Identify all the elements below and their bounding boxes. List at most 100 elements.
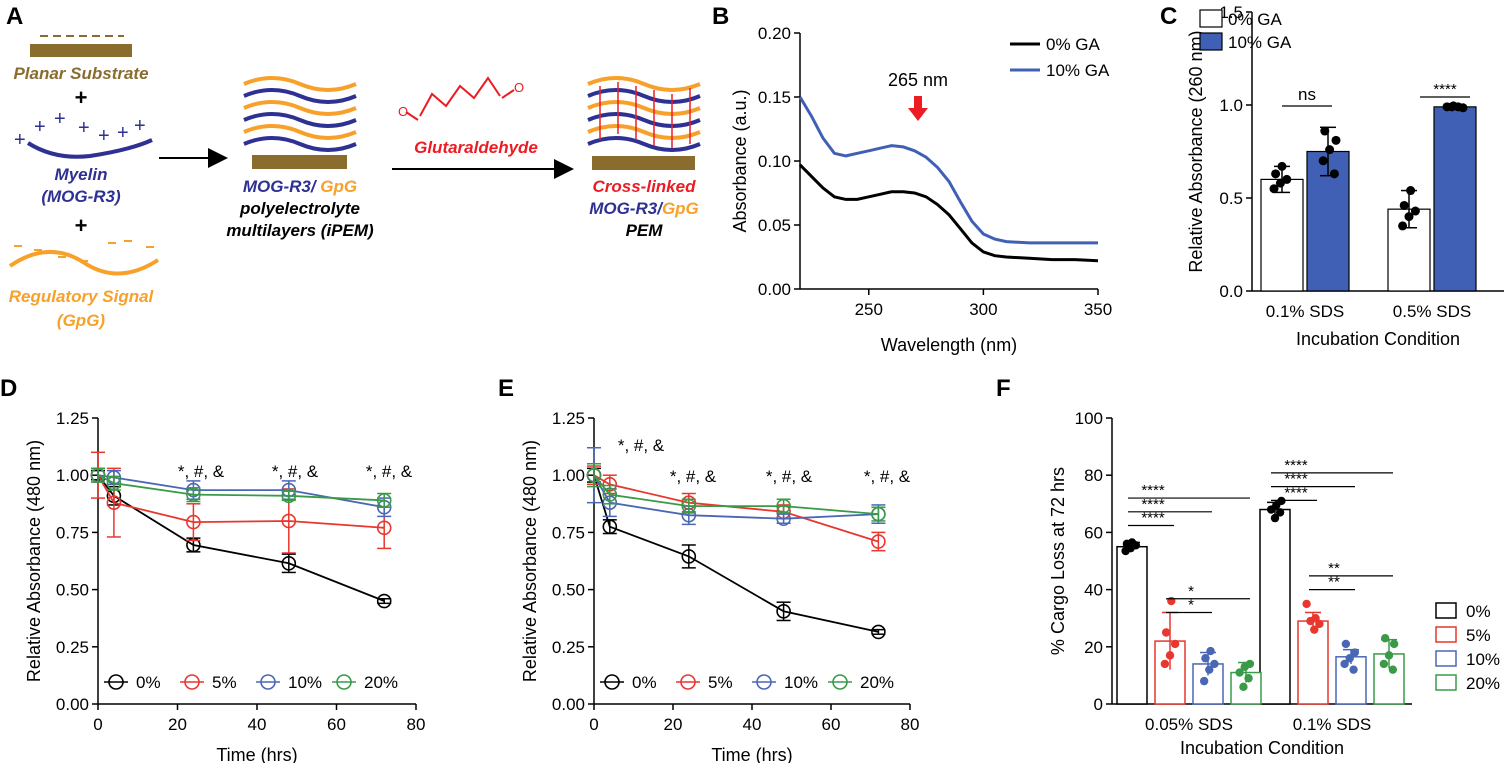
data-point — [776, 604, 791, 619]
y-tick-label: 80 — [1084, 466, 1103, 485]
y-tick-label: 1.5 — [1219, 3, 1243, 22]
data-point — [1341, 639, 1351, 649]
significance-label: ns — [1298, 85, 1316, 104]
spectrum-line-0 — [798, 163, 1099, 263]
data-point — [1448, 101, 1458, 111]
ipem-line2: polyelectrolyte — [239, 199, 360, 218]
y-tick-label: 0.10 — [758, 152, 791, 171]
significance-label: **** — [1141, 510, 1165, 527]
legend-swatch — [1199, 32, 1223, 51]
legend-swatch — [1435, 650, 1457, 667]
ipem-title: MOG-R3/ GpG — [243, 177, 357, 196]
crosslinked-substrate — [592, 156, 695, 170]
panel-label-a: A — [6, 3, 23, 30]
legend-label: 20% — [860, 673, 894, 692]
data-point — [376, 520, 392, 536]
x-category-label: 0.1% SDS — [1293, 715, 1371, 734]
data-point — [106, 475, 122, 491]
data-point — [1244, 674, 1253, 683]
data-point — [1384, 651, 1394, 660]
significance-annotation: *, #, & — [766, 467, 813, 486]
glutaraldehyde-structure — [405, 76, 515, 121]
data-point — [602, 487, 618, 502]
panel-f: F 0 20 40 60 80 100 Incubation Condition % Carg… — [996, 375, 1500, 758]
data-point — [1271, 169, 1281, 179]
ipem-line3: multilayers (iPEM) — [226, 221, 374, 240]
data-point — [1399, 200, 1409, 210]
x-tick-label: 0 — [589, 715, 598, 734]
regulatory-signal-label: Regulatory Signal — [9, 287, 155, 306]
data-point — [1311, 614, 1320, 623]
x-tick-label: 20 — [664, 715, 683, 734]
y-tick-label: 1.25 — [552, 409, 585, 428]
data-point — [586, 467, 602, 483]
bar — [1116, 545, 1148, 705]
data-point — [1239, 682, 1248, 692]
panel-label-b: B — [712, 3, 729, 30]
legend-label: 0% GA — [1228, 10, 1283, 29]
data-point — [1388, 665, 1398, 674]
y-tick-label: 0.00 — [758, 280, 791, 299]
data-point — [106, 495, 122, 510]
data-point — [1277, 161, 1287, 171]
y-tick-label: 1.00 — [56, 466, 89, 485]
data-point — [186, 514, 201, 530]
x-tick-label: 80 — [407, 715, 426, 734]
series-line-1 — [97, 474, 385, 529]
y-axis-title: Relative Absorbance (260 nm) — [1186, 30, 1206, 272]
significance-label: **** — [1284, 484, 1308, 501]
data-point — [186, 487, 201, 502]
series-line-2 — [97, 474, 385, 509]
legend-label: 10% — [288, 673, 322, 692]
data-point — [1270, 513, 1280, 523]
data-point — [1269, 184, 1279, 194]
y-tick-label: 0.75 — [56, 523, 89, 542]
data-point — [1302, 599, 1311, 609]
legend-label: 0% — [136, 673, 161, 692]
y-tick-label: 1.00 — [552, 466, 585, 485]
bar — [1297, 620, 1329, 705]
legend-label: 20% — [364, 673, 398, 692]
peak-annotation: 265 nm — [888, 70, 948, 90]
data-point — [681, 549, 697, 564]
data-point — [1404, 212, 1414, 222]
significance-label: **** — [1141, 496, 1165, 513]
significance-label: **** — [1433, 81, 1457, 98]
svg-text:+: + — [134, 115, 146, 137]
crosslinks — [599, 82, 691, 148]
y-tick-label: 0 — [1094, 695, 1103, 714]
x-category-label: 0.1% SDS — [1266, 302, 1344, 321]
data-point — [776, 498, 791, 514]
x-tick-label: 250 — [855, 300, 883, 319]
significance-label: * — [1188, 596, 1194, 613]
data-point — [1410, 206, 1420, 216]
y-tick-label: 100 — [1075, 409, 1103, 428]
bar — [1433, 106, 1477, 292]
significance-annotation: *, #, & — [366, 462, 413, 481]
series-line-2 — [593, 474, 879, 520]
data-point — [871, 534, 886, 549]
panel-c: C 0.0 0.5 1.0 1.5 Incubation Condition Relati… — [1160, 3, 1504, 349]
data-point — [1406, 186, 1416, 196]
ipem-substrate — [252, 155, 347, 169]
data-point — [1340, 659, 1349, 669]
data-point — [1127, 538, 1137, 547]
data-point — [281, 488, 297, 504]
planar-substrate-label: Planar Substrate — [13, 64, 148, 83]
x-tick-label: 60 — [327, 715, 346, 734]
glutaraldehyde-label: Glutaraldehyde — [414, 138, 538, 157]
aldehyde-o-left: O — [398, 104, 408, 119]
panel-b: B 0.00 0.05 0.10 0.15 0.20 250 300 350 Wavelengt… — [712, 3, 1112, 355]
data-point — [1160, 659, 1170, 669]
spectrum-line-1 — [798, 96, 1098, 245]
svg-text:+: + — [34, 116, 46, 138]
legend-label: 5% — [1466, 626, 1491, 645]
series-line-0 — [97, 474, 385, 602]
x-tick-label: 0 — [93, 715, 102, 734]
bar — [1259, 508, 1291, 705]
data-point — [1318, 156, 1328, 166]
myelin-strand — [26, 138, 153, 159]
data-point — [1245, 659, 1255, 669]
y-tick-label: 0.0 — [1219, 282, 1243, 301]
y-tick-label: 0.15 — [758, 88, 791, 107]
